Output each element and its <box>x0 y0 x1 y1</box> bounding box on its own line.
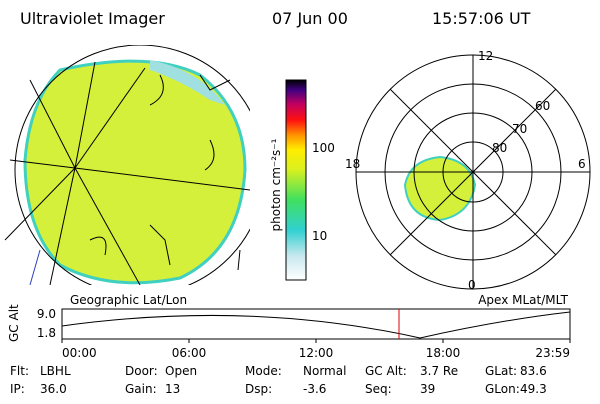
altitude-axis-label: GC Alt <box>7 304 21 342</box>
mlat-label: 60 <box>535 99 550 113</box>
footer-value: LBHL <box>40 364 71 378</box>
time: 15:57:06 UT <box>432 9 531 28</box>
mlt-label: 0 <box>468 278 476 292</box>
colorbar-label: photon cm⁻²s⁻¹ <box>269 138 283 231</box>
mlt-label: 12 <box>478 49 493 63</box>
altitude-xtick-label: 12:00 <box>299 346 334 360</box>
altitude-xtick-label: 06:00 <box>172 346 207 360</box>
mlt-label: 18 <box>345 157 360 171</box>
footer-label: GLat: <box>485 364 517 378</box>
date: 07 Jun 00 <box>272 9 348 28</box>
colorbar <box>285 79 307 281</box>
altitude-ytick: 9.0 <box>37 307 56 321</box>
instrument: Ultraviolet Imager <box>20 9 165 28</box>
footer-value: Open <box>165 364 197 378</box>
mlt-label: 6 <box>578 157 586 171</box>
footer-label: IP: <box>10 382 25 396</box>
footer-label: Dsp: <box>245 382 272 396</box>
altitude-curve <box>61 311 571 339</box>
footer-label: Gain: <box>125 382 157 396</box>
footer-value: Normal <box>303 364 346 378</box>
footer-value: -3.6 <box>303 382 326 396</box>
mlat-label: 80 <box>492 141 507 155</box>
footer-value: 13 <box>165 382 180 396</box>
footer-label: GLon: <box>485 382 520 396</box>
footer-value: 36.0 <box>40 382 67 396</box>
colorbar-tick: 10 <box>312 229 327 243</box>
map-label: Geographic Lat/Lon <box>70 293 187 307</box>
footer-label: Door: <box>125 364 158 378</box>
footer-value: 39 <box>420 382 435 396</box>
mlat-label: 70 <box>512 122 527 136</box>
altitude-plot <box>61 308 571 340</box>
footer-label: GC Alt: <box>365 364 407 378</box>
altitude-ytick: 1.8 <box>37 326 56 340</box>
footer-label: Mode: <box>245 364 282 378</box>
footer-label: Seq: <box>365 382 392 396</box>
geographic-image <box>4 45 250 285</box>
altitude-xtick-label: 23:59 <box>535 346 570 360</box>
footer-value: 3.7 Re <box>420 364 458 378</box>
altitude-xtick-label: 18:00 <box>426 346 461 360</box>
footer-value: 83.6 <box>520 364 547 378</box>
altitude-xtick-label: 00:00 <box>62 346 97 360</box>
colorbar-tick: 100 <box>312 141 335 155</box>
map-label: Apex MLat/MLT <box>478 293 568 307</box>
polar-plot <box>355 54 591 290</box>
footer-value: 49.3 <box>520 382 547 396</box>
footer-label: Flt: <box>10 364 29 378</box>
